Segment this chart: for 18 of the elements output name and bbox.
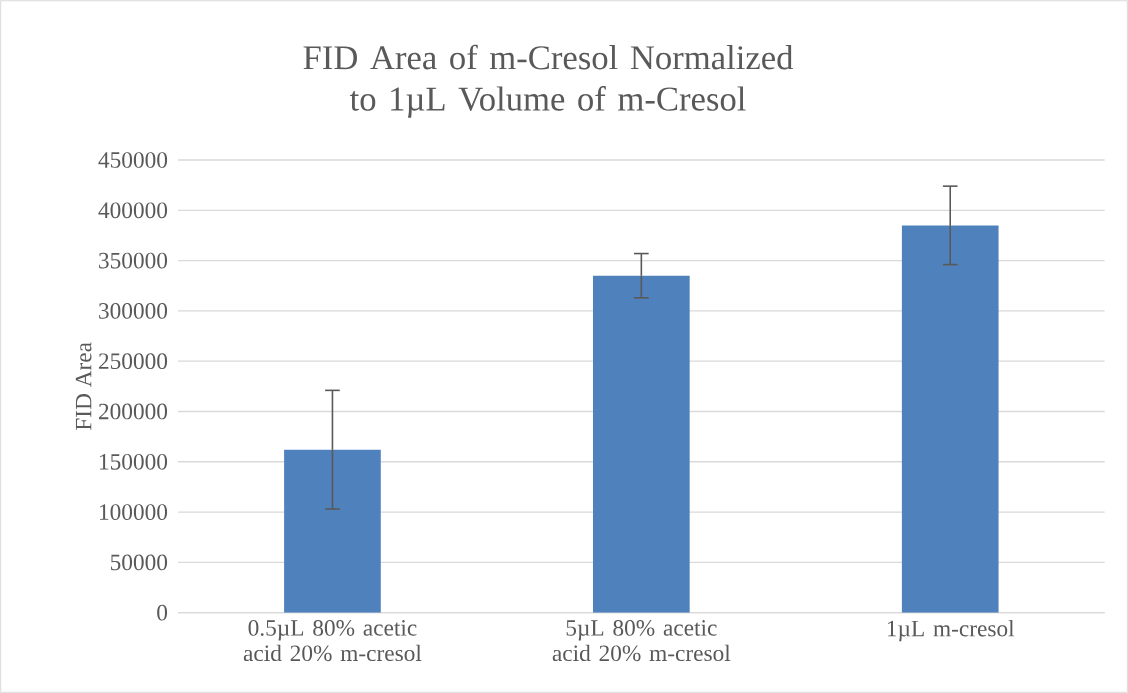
y-tick-label: 300000 bbox=[99, 303, 168, 319]
x-tick-label: 5µL 80% acetic acid 20% m-cresol bbox=[552, 620, 731, 662]
y-tick-label: 250000 bbox=[98, 353, 168, 370]
y-tick-label: 350000 bbox=[99, 252, 168, 269]
y-axis-title: FID Area bbox=[75, 342, 92, 431]
y-tick-label: 400000 bbox=[98, 202, 168, 219]
chart-title: FID Area of m-Cresol Normalized to 1µL Volume of m-Cresol bbox=[303, 44, 794, 118]
y-tick-label: 200000 bbox=[98, 403, 168, 420]
y-tick-label: 0 bbox=[157, 604, 168, 621]
bar bbox=[593, 275, 690, 613]
y-tick-label: 100000 bbox=[100, 504, 168, 520]
y-tick-label: 150000 bbox=[100, 453, 168, 470]
bar bbox=[284, 449, 381, 613]
y-tick-label: 50000 bbox=[110, 554, 168, 571]
x-tick-label: 1µL m-cresol bbox=[887, 620, 1015, 642]
y-tick-label: 450000 bbox=[98, 152, 168, 168]
x-tick-label: 0.5µL 80% acetic acid 20% m-cresol bbox=[243, 620, 422, 662]
bar bbox=[901, 225, 999, 613]
